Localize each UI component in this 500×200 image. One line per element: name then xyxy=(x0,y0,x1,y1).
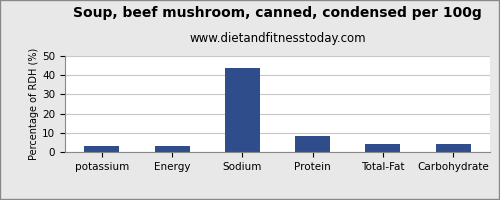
Bar xyxy=(154,146,190,152)
Text: www.dietandfitnesstoday.com: www.dietandfitnesstoday.com xyxy=(189,32,366,45)
Bar xyxy=(225,68,260,152)
Bar xyxy=(84,146,120,152)
Bar xyxy=(295,136,330,152)
Bar xyxy=(436,144,470,152)
Y-axis label: Percentage of RDH (%): Percentage of RDH (%) xyxy=(30,48,40,160)
Text: Soup, beef mushroom, canned, condensed per 100g: Soup, beef mushroom, canned, condensed p… xyxy=(73,6,482,20)
Bar xyxy=(366,144,400,152)
